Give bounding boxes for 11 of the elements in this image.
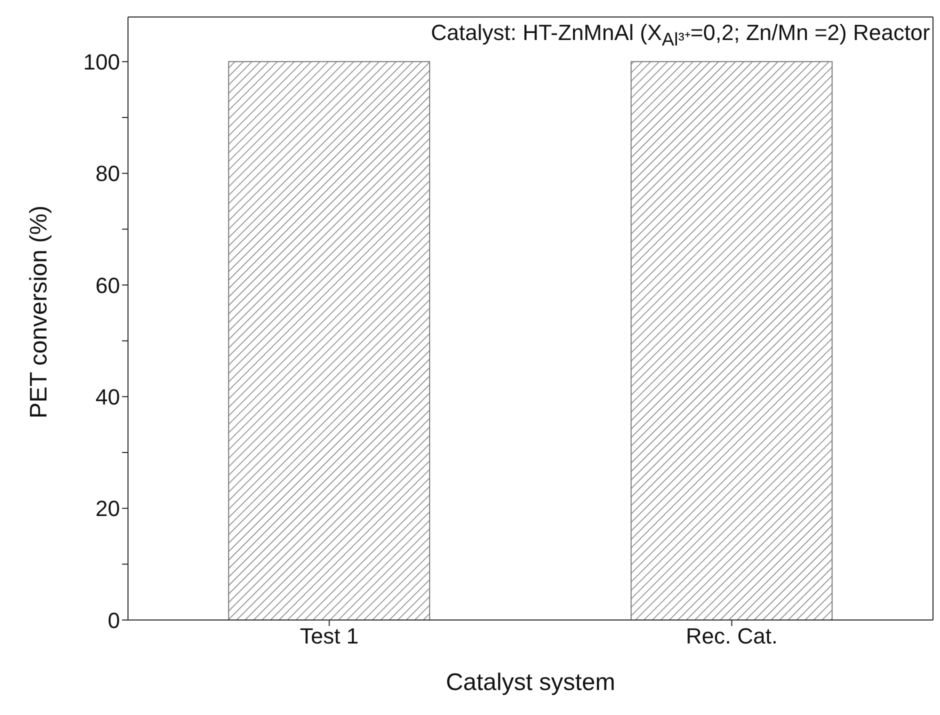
y-tick-label: 20: [96, 496, 120, 522]
y-tick-label: 80: [96, 161, 120, 186]
x-tick-label: Rec. Cat.: [686, 624, 778, 649]
annotation: Catalyst: HT-ZnMnAl (X$_{Al³⁺}$=0,2; Zn/Mn =2) Reactor: [430, 20, 930, 50]
y-tick-label: 100: [83, 49, 120, 74]
y-tick-label: 40: [96, 384, 120, 410]
x-axis-title: Catalyst system: [446, 669, 616, 696]
y-tick-label: 60: [96, 272, 120, 298]
x-tick-label: Test 1: [300, 624, 359, 649]
y-axis-title: PET conversion (%): [26, 206, 53, 418]
y-tick-label: 0: [108, 608, 120, 633]
